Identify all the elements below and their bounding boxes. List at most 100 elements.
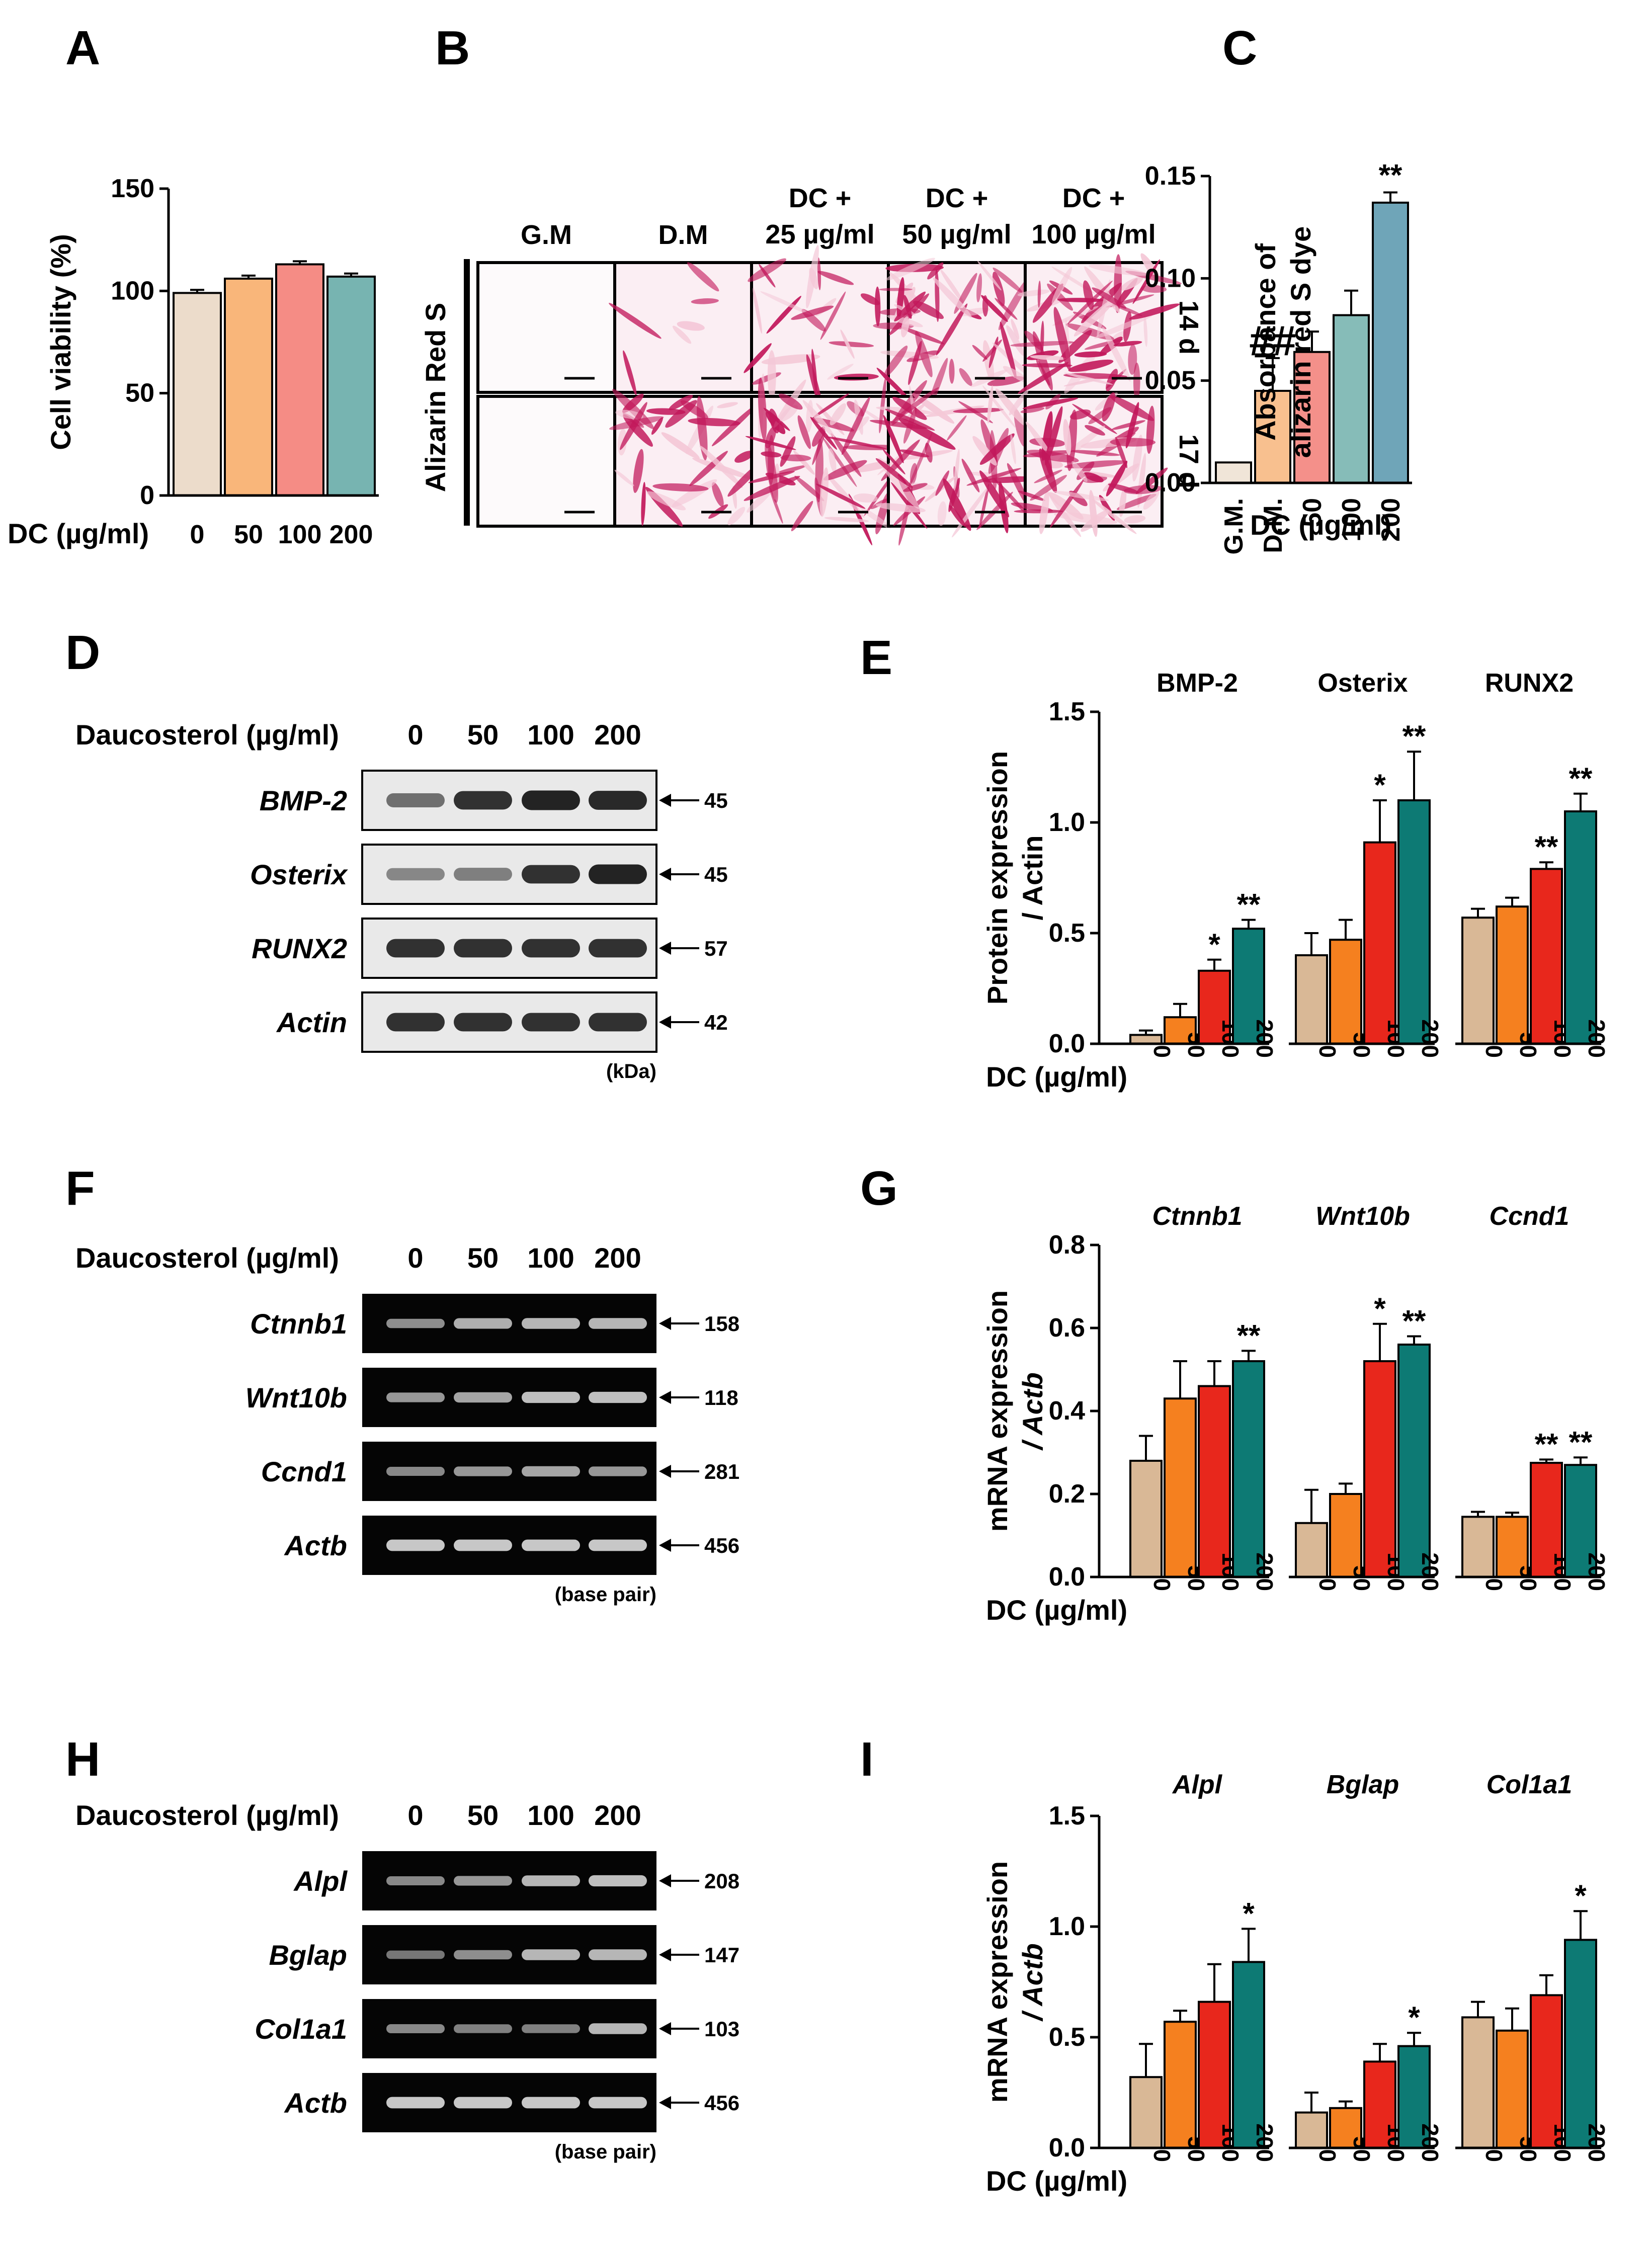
panel-b-stain-streak <box>908 341 922 385</box>
panelH-row-label: Col1a1 <box>255 2013 347 2045</box>
panel-c-x-tick-label: 50 <box>1298 498 1327 527</box>
panel-b-stain-streak <box>1081 283 1122 323</box>
panelI-x-label: DC (µg/ml) <box>986 2165 1127 2197</box>
panel-b-column-label: 100 µg/ml <box>1031 219 1155 249</box>
panel-b-stain-streak <box>1014 509 1063 514</box>
panelH-arrow-head <box>659 1948 671 1961</box>
panel-b-stain-streak <box>802 400 835 438</box>
panel-b-stain-streak <box>1070 450 1120 456</box>
panel-b-stain-streak <box>898 418 956 450</box>
panel-c-x-tick-label: G.M. <box>1219 498 1249 555</box>
panelH-band <box>589 1875 647 1887</box>
panel-b-stain-streak <box>1120 277 1143 291</box>
panelI-y-tick-label: 0.5 <box>1049 2023 1085 2052</box>
panelH-band <box>386 2024 445 2033</box>
panel-b-stain-streak <box>875 286 881 327</box>
panel-b-stain-streak <box>677 321 705 331</box>
panelD-band <box>522 939 580 958</box>
panel-c-y-tick-label: 0.00 <box>1145 468 1196 497</box>
panel-b-stain-streak <box>1071 461 1088 482</box>
panel-b-stain-streak <box>994 478 1032 519</box>
panelD-band <box>454 1013 512 1032</box>
panelI-bar <box>1295 2111 1328 2149</box>
panel-b-stain-streak <box>1063 419 1071 456</box>
panel-b-stain-streak <box>829 448 837 473</box>
panel-b-stain-streak <box>1064 460 1127 469</box>
panel-b-stain-streak <box>753 288 762 334</box>
panelH-band <box>522 1875 580 1886</box>
panelH-arrow-head <box>659 2096 671 2109</box>
panelH-size-label: 147 <box>704 1943 739 1967</box>
panelD-row-label: BMP-2 <box>260 785 347 816</box>
panelF-band <box>454 1466 512 1476</box>
panel-a-y-tick-label: 100 <box>111 276 154 305</box>
panel-a-bar <box>275 263 324 496</box>
panelF-band <box>386 1318 445 1328</box>
panel-b-stain-streak <box>936 303 968 356</box>
panelH-dose-label: 0 <box>407 1799 423 1831</box>
panel-b-stain-streak <box>899 326 945 345</box>
panel-b-stain-streak <box>767 350 776 400</box>
panel-b-stain-streak <box>609 303 662 339</box>
panelI-bar <box>1564 1939 1597 2149</box>
panel-b-stain-streak <box>995 388 1027 427</box>
panelD-band <box>454 791 512 810</box>
panel-b-stain-streak <box>1050 479 1084 528</box>
panel-c-x-tick-label: D.M. <box>1259 498 1288 553</box>
panel-b-stain-streak <box>998 278 1029 330</box>
panel-b-stain-streak <box>748 258 786 282</box>
panelF-band <box>454 1318 512 1329</box>
panel-c-x-tick-label: 200 <box>1376 498 1406 542</box>
panelD-band <box>454 868 512 881</box>
panel-b-stain-streak <box>981 295 1008 322</box>
panel-b-stain-streak <box>1106 369 1118 391</box>
panelI-y-label: / Actb <box>1017 1943 1048 2022</box>
panel-b-stain-streak <box>734 451 754 463</box>
panel-b-column-label: DC + <box>789 183 852 213</box>
panelE-significance-mark: * <box>1208 928 1220 961</box>
panel-b-stain-streak <box>1030 355 1066 360</box>
panel-b-column-label: 50 µg/ml <box>902 219 1011 249</box>
panel-b-stain-streak <box>882 449 905 475</box>
panel-b-stain-streak <box>879 377 886 434</box>
panelD-band <box>589 939 647 958</box>
panel-b-stain-streak <box>763 407 790 431</box>
panel-b-stain-streak <box>819 467 829 517</box>
panel-b-stain-streak <box>896 277 904 320</box>
panel-b-stain-streak <box>982 339 1002 362</box>
panelF-band <box>522 1539 580 1551</box>
panelI-x-tick-label: 0 <box>1149 2149 1175 2162</box>
panel-b-stain-streak <box>1111 420 1145 430</box>
panel-b-stain-streak <box>825 436 887 449</box>
panelD-row-label: Osterix <box>250 859 349 890</box>
panelE-y-label: Protein expression <box>981 751 1013 1005</box>
panelD-dose-label: 100 <box>527 719 574 751</box>
panelH-band <box>522 2024 580 2033</box>
panel-b-stain-streak <box>1110 395 1154 421</box>
panelG-bar <box>1461 1516 1495 1578</box>
panel-b-column-label: DC + <box>1062 183 1125 213</box>
panel-b-stain-streak <box>780 454 811 462</box>
panelE-significance-mark: ** <box>1535 830 1558 864</box>
panelE-bar <box>1329 939 1362 1045</box>
panel-b-stain-streak <box>829 341 874 348</box>
panelG-group-title: Ctnnb1 <box>1152 1202 1242 1231</box>
panel-b-image-tile <box>476 261 616 394</box>
panel-b-stain-streak <box>1030 475 1067 501</box>
panel-b-stain-streak <box>815 483 866 509</box>
panelF-row-label: Ccnd1 <box>261 1456 347 1487</box>
panelH-band <box>589 2097 647 2109</box>
panel-b-stain-streak <box>810 417 838 450</box>
panel-b-stain-streak <box>983 340 995 383</box>
panel-b-stain-streak <box>1110 438 1156 447</box>
panel-b-stain-streak <box>915 330 933 377</box>
panel-b-stain-streak <box>761 354 820 365</box>
panel-label-c: C <box>1222 21 1257 75</box>
panel-a-y-tick-label: 0 <box>140 481 154 510</box>
panel-label-d: D <box>65 626 100 680</box>
panelE-y-label: / Actin <box>1017 835 1048 920</box>
panel-b-stain-streak <box>966 468 1022 486</box>
